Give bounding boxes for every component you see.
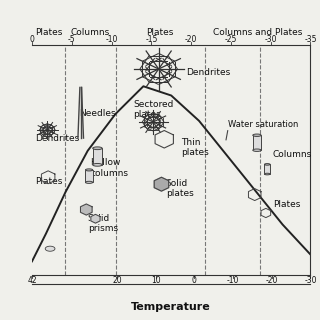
Polygon shape — [154, 177, 169, 191]
Text: 0: 0 — [29, 35, 35, 44]
Text: Columns: Columns — [71, 28, 110, 37]
Bar — [93, 148, 102, 165]
Text: Solid
plates: Solid plates — [166, 179, 193, 198]
Text: 20: 20 — [112, 276, 122, 285]
Text: -20: -20 — [266, 276, 278, 285]
Text: Solid
prisms: Solid prisms — [88, 214, 118, 233]
Text: -15: -15 — [145, 35, 158, 44]
Text: Dendrites: Dendrites — [187, 68, 231, 77]
Text: Water saturation: Water saturation — [228, 120, 299, 129]
Text: Plates: Plates — [146, 28, 174, 37]
Ellipse shape — [93, 147, 102, 150]
Bar — [253, 135, 261, 150]
Text: 0: 0 — [192, 276, 197, 285]
Ellipse shape — [45, 246, 55, 251]
Text: Dendrites: Dendrites — [35, 134, 79, 143]
Text: Plates: Plates — [35, 177, 62, 186]
Text: Needles: Needles — [79, 109, 116, 118]
Text: Thin
plates: Thin plates — [181, 138, 209, 157]
Text: -5: -5 — [68, 35, 76, 44]
Text: 42: 42 — [27, 276, 37, 285]
Text: -10: -10 — [227, 276, 239, 285]
Text: 10: 10 — [151, 276, 160, 285]
Text: -20: -20 — [185, 35, 197, 44]
Text: -30: -30 — [264, 35, 277, 44]
Text: Sectored
plates: Sectored plates — [134, 100, 174, 119]
Ellipse shape — [85, 181, 93, 183]
Polygon shape — [91, 214, 100, 223]
Text: Plates: Plates — [273, 200, 300, 209]
Text: -30: -30 — [304, 276, 317, 285]
Ellipse shape — [253, 134, 261, 136]
Bar — [85, 170, 93, 182]
Ellipse shape — [253, 149, 261, 151]
Text: Columns: Columns — [273, 150, 312, 159]
Ellipse shape — [264, 164, 270, 165]
Ellipse shape — [264, 173, 270, 175]
Text: Columns and Plates: Columns and Plates — [213, 28, 302, 37]
Text: -25: -25 — [225, 35, 237, 44]
Ellipse shape — [85, 169, 93, 171]
Text: Plates: Plates — [35, 28, 62, 37]
Polygon shape — [81, 204, 92, 215]
Text: Hollow
columns: Hollow columns — [91, 158, 128, 178]
Text: -35: -35 — [304, 35, 317, 44]
Bar — [264, 164, 270, 174]
Text: Temperature: Temperature — [131, 302, 211, 312]
Text: -10: -10 — [105, 35, 118, 44]
Ellipse shape — [93, 164, 102, 166]
